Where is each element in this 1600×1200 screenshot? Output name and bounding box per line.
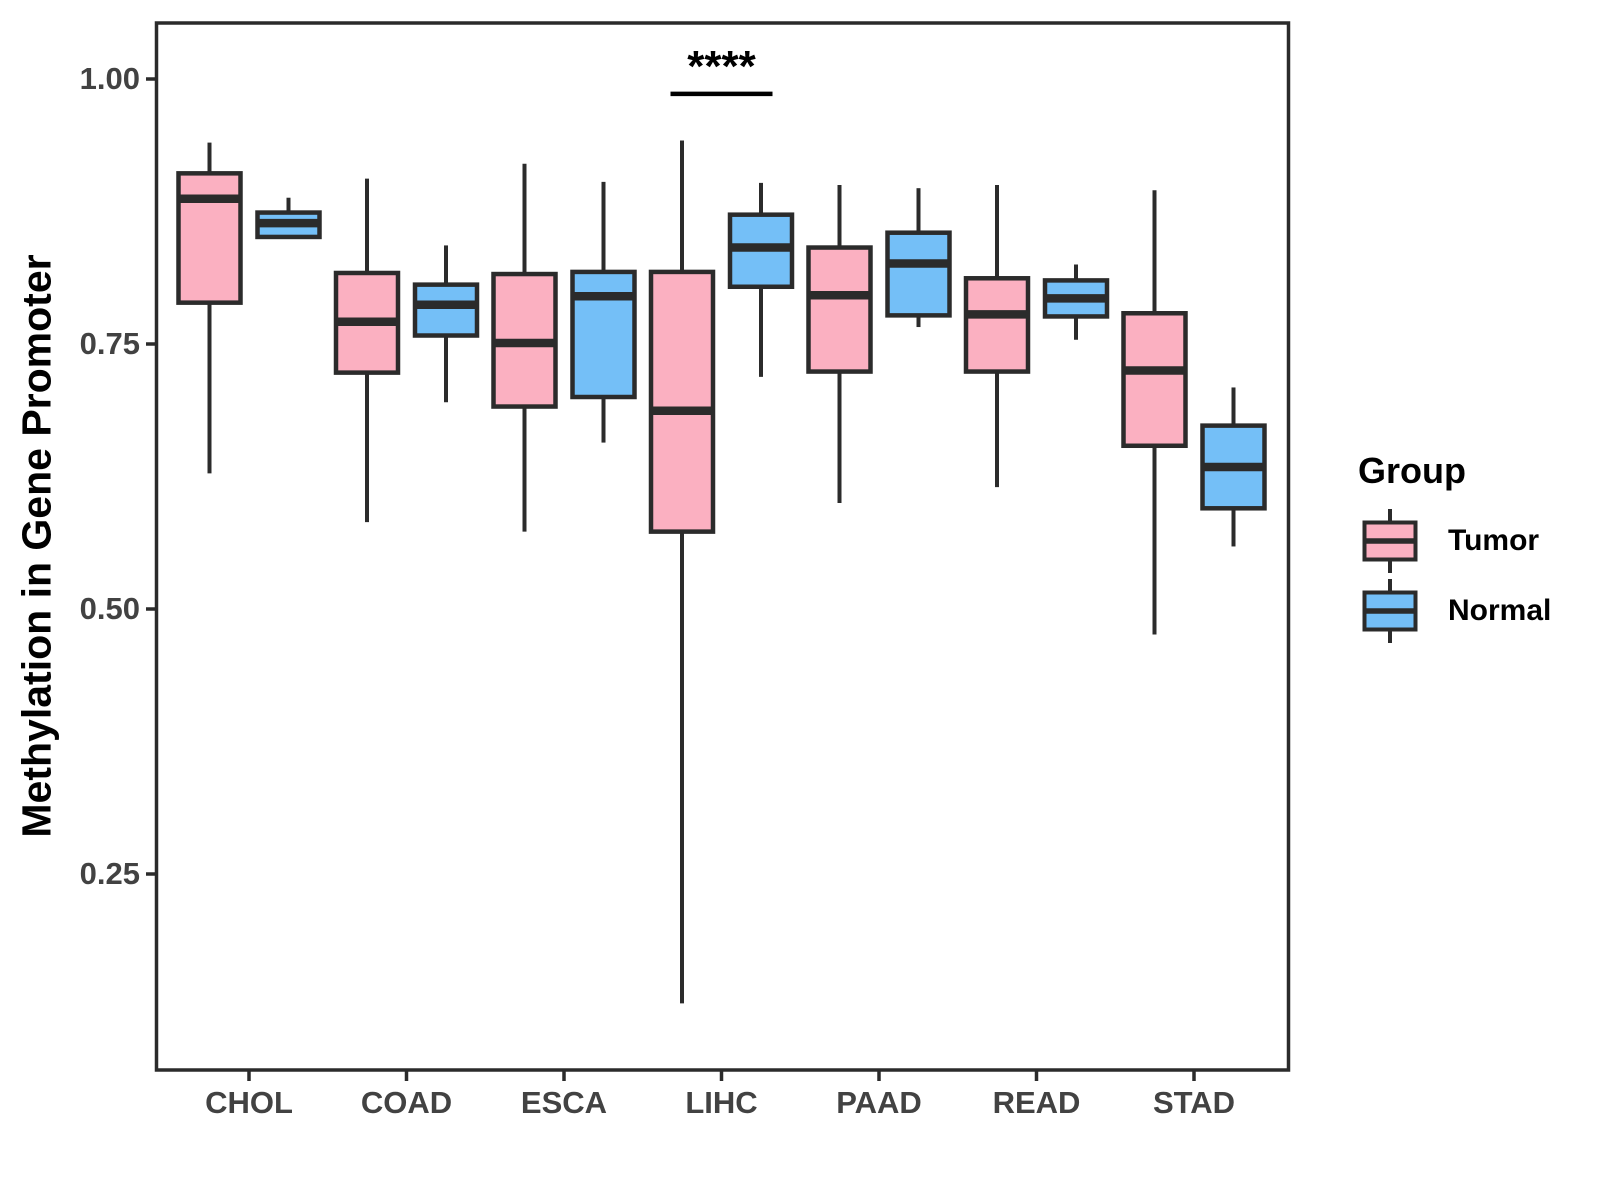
tumor-boxplot-key-icon	[1362, 509, 1418, 573]
legend-label-normal: Normal	[1448, 594, 1552, 627]
x-tick-label-LIHC: LIHC	[685, 1085, 758, 1120]
normal-boxplot-key-icon	[1362, 579, 1418, 643]
y-tick-label-0.75: 0.75	[79, 326, 140, 361]
box-tumor-STAD	[1121, 311, 1188, 449]
legend-item-tumor: Tumor	[1340, 506, 1551, 576]
y-tick-label-0.25: 0.25	[79, 856, 140, 891]
x-tick-label-PAAD: PAAD	[836, 1085, 922, 1120]
box-normal-COAD	[412, 282, 480, 338]
panel-border	[154, 21, 1291, 1072]
box-normal-PAAD	[885, 230, 952, 318]
legend-rows: Tumor Normal	[1340, 506, 1551, 646]
significance-stars: ****	[687, 42, 756, 91]
box-tumor-CHOL	[176, 171, 243, 305]
legend-item-normal: Normal	[1340, 576, 1551, 646]
box-tumor-READ	[963, 276, 1031, 374]
x-tick-label-CHOL: CHOL	[205, 1085, 293, 1120]
y-tick-label-0.50: 0.50	[79, 591, 140, 626]
legend: Group Tumor Normal	[1340, 450, 1551, 646]
box-tumor-PAAD	[806, 245, 873, 374]
legend-label-tumor: Tumor	[1448, 524, 1540, 557]
x-tick-label-STAD: STAD	[1152, 1085, 1236, 1120]
x-tick-label-COAD: COAD	[360, 1085, 453, 1120]
box-normal-ESCA	[570, 269, 637, 400]
y-tick-label-1.00: 1.00	[79, 61, 140, 96]
x-tick-label-ESCA: ESCA	[520, 1085, 608, 1120]
x-tick-label-READ: READ	[992, 1085, 1081, 1120]
box-tumor-LIHC	[648, 269, 716, 534]
legend-title: Group	[1358, 450, 1466, 491]
